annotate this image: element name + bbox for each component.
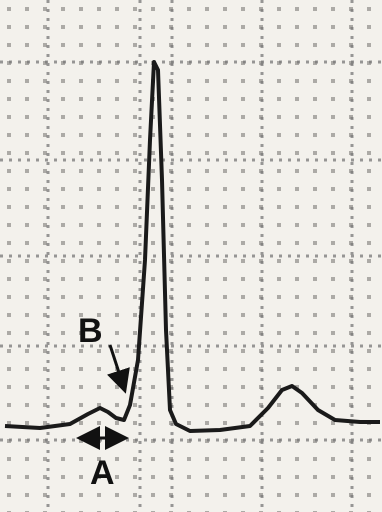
label-b: B	[78, 312, 103, 350]
label-a: A	[90, 454, 115, 492]
ecg-trace	[4, 60, 380, 433]
arrow-b	[107, 344, 130, 394]
